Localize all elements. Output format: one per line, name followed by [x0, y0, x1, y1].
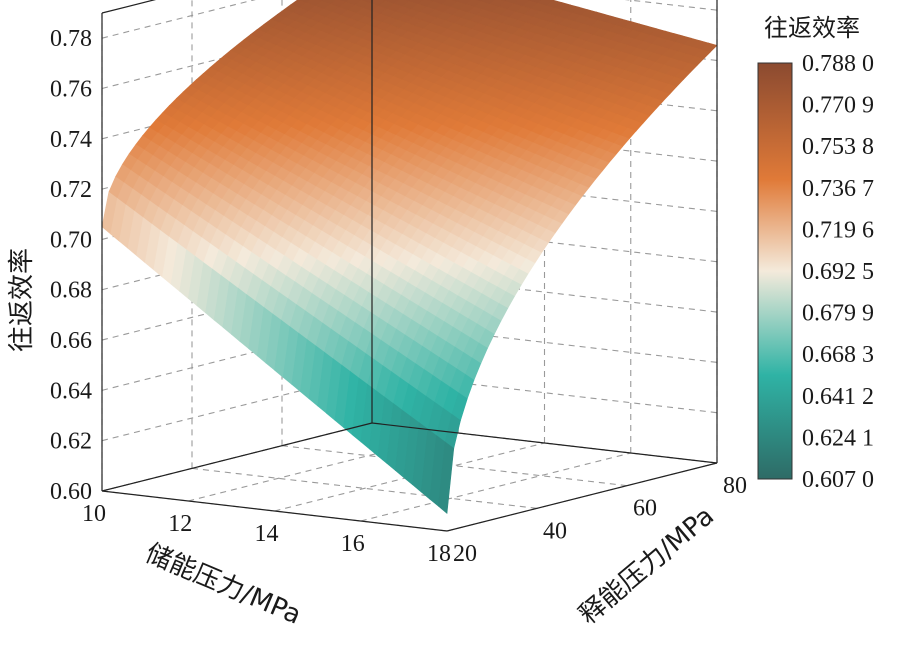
colorbar-label: 0.753 8 — [802, 134, 874, 160]
grid-line — [624, 0, 718, 11]
z-tick-label: 0.64 — [50, 378, 92, 404]
axes-frame — [101, 0, 718, 532]
x-tick-label: 10 — [82, 501, 106, 527]
y-tick-label: 60 — [633, 496, 657, 522]
x-tick-label: 14 — [255, 521, 279, 547]
x-axis-label: 储能压力/MPa — [141, 538, 305, 630]
z-tick-label: 0.60 — [50, 479, 92, 505]
frame-edge — [446, 462, 718, 532]
frame-edge — [101, 490, 448, 532]
grid-line — [360, 452, 631, 522]
y-tick-label: 20 — [453, 541, 477, 567]
colorbar-label: 0.668 3 — [802, 342, 874, 368]
x-tick-label: 12 — [168, 511, 192, 537]
z-tick-label: 0.66 — [50, 328, 92, 354]
z-tick-labels: 0.60 0.62 0.64 0.66 0.68 0.70 0.72 0.74 0.76 0.78 — [50, 26, 92, 505]
x-tick-label: 16 — [341, 531, 365, 557]
z-tick-label: 0.78 — [50, 26, 92, 52]
z-tick-label: 0.62 — [50, 429, 92, 455]
colorbar-label: 0.788 0 — [802, 51, 874, 77]
frame-edge — [101, 0, 157, 14]
z-tick-label: 0.72 — [50, 177, 92, 203]
colorbar-label: 0.679 9 — [802, 301, 874, 327]
grid-line — [281, 445, 628, 487]
colorbar-label: 0.736 7 — [802, 176, 874, 202]
z-tick-label: 0.76 — [50, 76, 92, 102]
colorbar-title: 往返效率 — [764, 14, 860, 42]
z-tick-label: 0.68 — [50, 278, 92, 304]
colorbar-bar — [757, 62, 793, 480]
grid-line — [191, 467, 538, 509]
frame-edge — [371, 422, 718, 464]
z-tick-label: 0.74 — [50, 127, 92, 153]
surface-mesh — [101, 0, 718, 514]
x-tick-labels: 10 12 14 16 18 — [82, 501, 451, 567]
colorbar-label: 0.624 1 — [802, 425, 874, 451]
colorbar-label: 0.770 9 — [802, 93, 874, 119]
z-tick-label: 0.70 — [50, 227, 92, 253]
colorbar-label: 0.607 0 — [802, 467, 874, 493]
colorbar-labels: 0.788 0 0.770 9 0.753 8 0.736 7 0.719 6 0.692… — [802, 51, 874, 493]
surface-cell — [438, 441, 455, 514]
colorbar-label: 0.719 6 — [802, 217, 874, 243]
colorbar: 往返效率 0.788 0 0.770 9 0.753 8 0.736 7 0.719 6… — [757, 14, 874, 493]
x-tick-label: 18 — [427, 541, 451, 567]
z-axis-label: 往返效率 — [7, 248, 37, 352]
y-tick-label: 80 — [723, 473, 747, 499]
colorbar-label: 0.692 5 — [802, 259, 874, 285]
frame-edge — [101, 422, 373, 492]
y-tick-label: 40 — [543, 518, 567, 544]
grid-line — [101, 0, 256, 39]
grid-line — [274, 442, 545, 512]
colorbar-label: 0.641 2 — [802, 384, 874, 410]
y-tick-labels: 20 40 60 80 — [453, 473, 747, 567]
